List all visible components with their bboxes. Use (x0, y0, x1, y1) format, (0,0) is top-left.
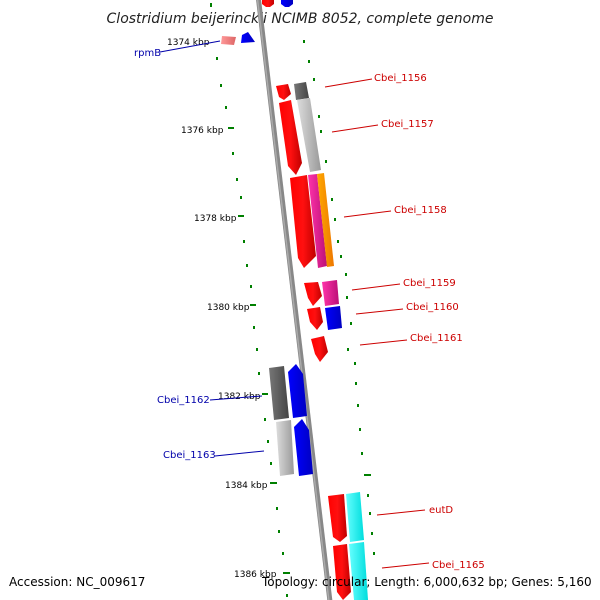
label-eutD[interactable]: eutD (429, 505, 453, 516)
label-leaders (159, 40, 430, 569)
scale-label-1382: 1382 kbp (218, 392, 261, 402)
gene-rpmB[interactable] (221, 32, 255, 45)
scale-label-1380: 1380 kbp (207, 303, 250, 313)
scale-track-right (303, 40, 375, 555)
gene-cbei-1160[interactable] (307, 306, 342, 330)
label-cbei-1157[interactable]: Cbei_1157 (381, 119, 434, 130)
scale-label-1384: 1384 kbp (225, 481, 268, 491)
label-cbei-1163[interactable]: Cbei_1163 (163, 450, 216, 461)
gene-top-partial[interactable] (262, 0, 293, 7)
gene-cbei-1165[interactable] (333, 542, 368, 600)
scale-label-1376: 1376 kbp (181, 126, 224, 136)
gene-cbei-1158[interactable] (290, 173, 334, 268)
genome-backbone (256, 0, 333, 600)
gene-cbei-1162[interactable] (269, 364, 307, 420)
gene-cbei-1156[interactable] (276, 82, 309, 100)
map-title: Clostridium beijerinckii NCIMB 8052, com… (107, 11, 494, 27)
label-cbei-1156[interactable]: Cbei_1156 (374, 73, 427, 84)
gene-cbei-1159[interactable] (304, 280, 339, 306)
label-cbei-1162[interactable]: Cbei_1162 (157, 395, 210, 406)
label-cbei-1159[interactable]: Cbei_1159 (403, 278, 456, 289)
gene-eutD[interactable] (328, 492, 364, 542)
scale-track-left (210, 3, 290, 597)
label-cbei-1160[interactable]: Cbei_1160 (406, 302, 459, 313)
label-cbei-1158[interactable]: Cbei_1158 (394, 205, 447, 216)
scale-label-1386: 1386 kbp (234, 570, 277, 580)
gene-cbei-1161[interactable] (311, 336, 328, 362)
label-cbei-1165[interactable]: Cbei_1165 (432, 560, 485, 571)
footer-summary: Topology: circular; Length: 6,000,632 bp… (261, 575, 592, 589)
footer-accession: Accession: NC_009617 (9, 575, 145, 589)
gene-cbei-1157[interactable] (279, 98, 321, 175)
label-rpmB[interactable]: rpmB (134, 48, 161, 59)
scale-label-1374: 1374 kbp (167, 38, 210, 48)
gene-cbei-1163[interactable] (276, 419, 313, 476)
label-cbei-1161[interactable]: Cbei_1161 (410, 333, 463, 344)
scale-label-1378: 1378 kbp (194, 214, 237, 224)
